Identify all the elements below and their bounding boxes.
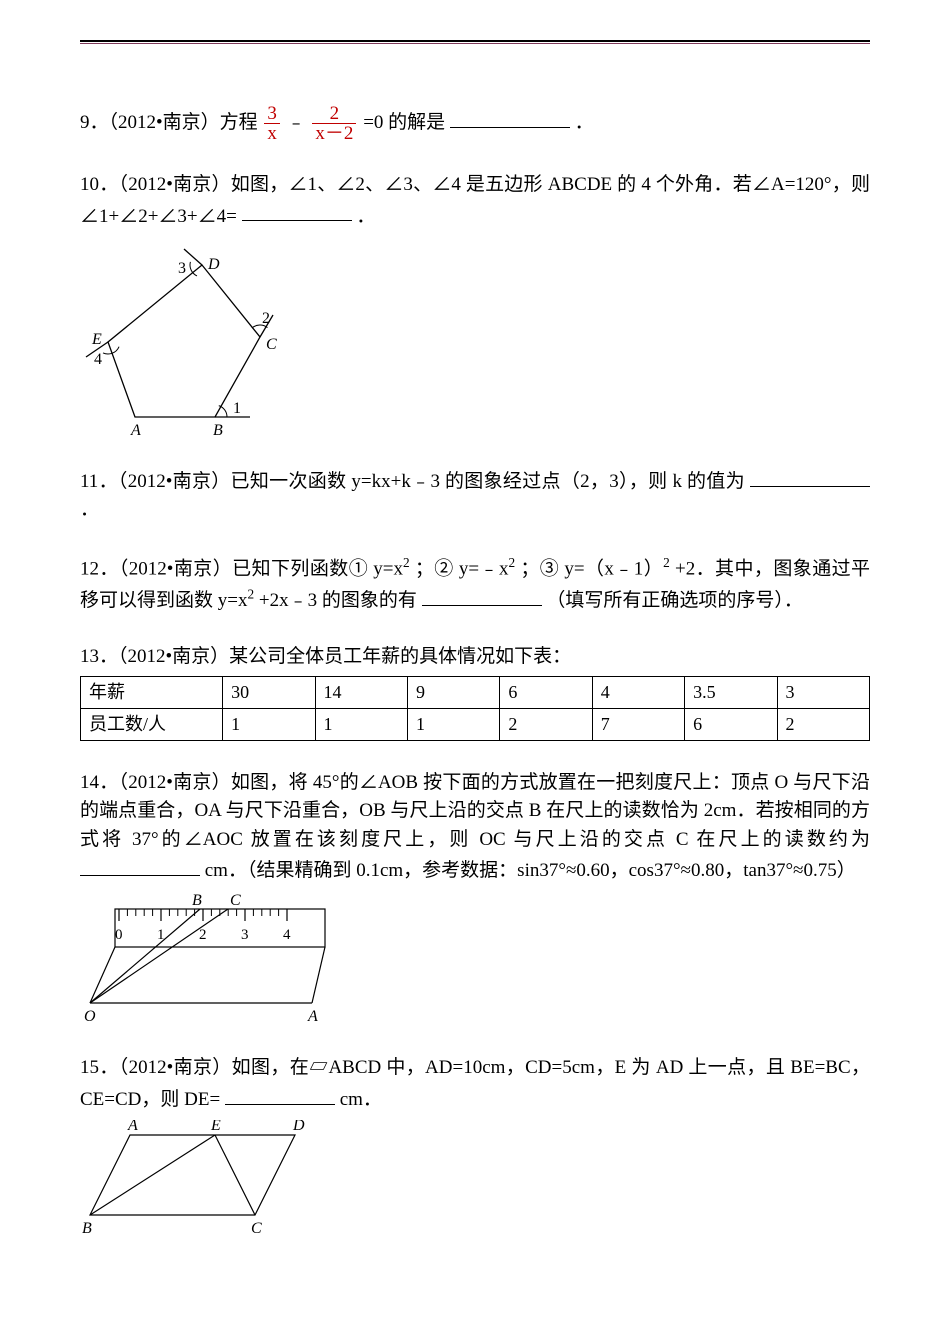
table-cell: 3 — [777, 676, 870, 708]
svg-text:D: D — [207, 256, 220, 273]
table-cell: 员工数/人 — [81, 708, 223, 740]
q12-sup2: 2 — [508, 555, 515, 570]
svg-text:E: E — [210, 1120, 221, 1134]
q15-blank — [225, 1083, 335, 1105]
q13-table: 年薪30149643.53员工数/人1112762 — [80, 676, 870, 741]
svg-text:3: 3 — [178, 260, 186, 277]
q10-text: 10．（2012•南京）如图，∠1、∠2、∠3、∠4 是五边形 ABCDE 的 … — [80, 174, 870, 226]
q12-suffix: （填写所有正确选项的序号）． — [546, 590, 803, 611]
q14-text: 14．（2012•南京）如图，将 45°的∠AOB 按下面的方式放置在一把刻度尺… — [80, 772, 870, 850]
svg-text:O: O — [84, 1008, 96, 1025]
q12-sup1: 2 — [403, 555, 410, 570]
svg-text:1: 1 — [233, 400, 241, 417]
svg-text:4: 4 — [283, 927, 291, 943]
table-cell: 1 — [315, 708, 407, 740]
svg-text:B: B — [192, 892, 202, 909]
q11-blank — [750, 465, 870, 487]
q14-figure: 01234OABC — [80, 891, 870, 1026]
q15-figure: A E D B C — [80, 1120, 870, 1240]
question-15: 15．（2012•南京）如图，在▱ABCD 中，AD=10cm，CD=5cm，E… — [80, 1054, 870, 1240]
table-cell: 1 — [223, 708, 315, 740]
table-cell: 6 — [500, 676, 592, 708]
q9-suffix: =0 的解是 — [363, 112, 445, 133]
exam-page: 9．（2012•南京）方程 3 x ﹣ 2 x－2 =0 的解是 ． 10．（2… — [0, 0, 950, 1344]
header-rule — [80, 40, 870, 44]
question-10: 10．（2012•南京）如图，∠1、∠2、∠3、∠4 是五边形 ABCDE 的 … — [80, 171, 870, 437]
svg-text:2: 2 — [262, 310, 270, 327]
svg-text:B: B — [82, 1220, 92, 1237]
table-cell: 1 — [407, 708, 499, 740]
q14-unit: cm．（结果精确到 0.1cm，参考数据：sin37°≈0.60，cos37°≈… — [205, 860, 856, 881]
svg-text:2: 2 — [199, 927, 207, 943]
q14-blank — [80, 854, 200, 876]
table-cell: 2 — [500, 708, 592, 740]
table-cell: 3.5 — [685, 676, 777, 708]
question-9: 9．（2012•南京）方程 3 x ﹣ 2 x－2 =0 的解是 ． — [80, 104, 870, 143]
svg-text:0: 0 — [115, 927, 123, 943]
q15-text: 15．（2012•南京）如图，在▱ABCD 中，AD=10cm，CD=5cm，E… — [80, 1057, 870, 1109]
q12-e: +2x﹣3 的图象的有 — [259, 590, 417, 611]
pentagon-icon: 1 2 3 4 A B C D E — [80, 237, 300, 437]
svg-text:E: E — [91, 331, 102, 348]
q10-figure: 1 2 3 4 A B C D E — [80, 237, 870, 437]
question-11: 11．（2012•南京）已知一次函数 y=kx+k﹣3 的图象经过点（2，3），… — [80, 465, 870, 525]
svg-text:C: C — [230, 892, 241, 909]
table-row: 年薪30149643.53 — [81, 676, 870, 708]
question-14: 14．（2012•南京）如图，将 45°的∠AOB 按下面的方式放置在一把刻度尺… — [80, 769, 870, 1027]
svg-text:C: C — [266, 336, 277, 353]
svg-text:A: A — [307, 1008, 318, 1025]
svg-text:C: C — [251, 1220, 262, 1237]
parallelogram-icon: A E D B C — [80, 1120, 330, 1240]
q12-blank — [422, 584, 542, 606]
table-cell: 6 — [685, 708, 777, 740]
q12-sup3: 2 — [663, 555, 670, 570]
q15-unit: cm． — [340, 1089, 382, 1110]
q9-frac1: 3 x — [264, 104, 280, 143]
q9-frac2: 2 x－2 — [312, 104, 356, 143]
table-cell: 14 — [315, 676, 407, 708]
question-13: 13．（2012•南京）某公司全体员工年薪的具体情况如下表： 年薪3014964… — [80, 643, 870, 741]
q9-frac2-num: 2 — [312, 104, 356, 124]
q9-frac1-den: x — [264, 124, 280, 143]
q12-sup4: 2 — [247, 586, 254, 601]
q13-text: 13．（2012•南京）某公司全体员工年薪的具体情况如下表： — [80, 643, 870, 672]
question-12: 12．（2012•南京）已知下列函数① y=x2 ；② y=﹣x2 ；③ y=（… — [80, 553, 870, 615]
svg-text:4: 4 — [94, 351, 102, 368]
svg-text:B: B — [213, 422, 223, 437]
table-cell: 30 — [223, 676, 315, 708]
q12-a: 12．（2012•南京）已知下列函数① y=x — [80, 558, 403, 579]
q9-blank — [450, 106, 570, 128]
q12-b: ；② y=﹣x — [415, 558, 509, 579]
table-cell: 9 — [407, 676, 499, 708]
q9-mid: ﹣ — [287, 112, 306, 133]
table-row: 员工数/人1112762 — [81, 708, 870, 740]
q9-frac1-num: 3 — [264, 104, 280, 124]
svg-text:D: D — [292, 1120, 305, 1134]
q10-period: ． — [356, 205, 375, 226]
q12-c: ；③ y=（x﹣1） — [520, 558, 663, 579]
ruler-angle-icon: 01234OABC — [80, 891, 340, 1026]
q11-text: 11．（2012•南京）已知一次函数 y=kx+k﹣3 的图象经过点（2，3），… — [80, 471, 745, 492]
table-cell: 年薪 — [81, 676, 223, 708]
table-cell: 7 — [592, 708, 684, 740]
svg-text:A: A — [127, 1120, 138, 1134]
q9-frac2-den: x－2 — [312, 124, 356, 143]
q9-prefix: 9．（2012•南京）方程 — [80, 112, 258, 133]
q11-period: ． — [80, 499, 99, 520]
table-cell: 2 — [777, 708, 870, 740]
svg-text:3: 3 — [241, 927, 249, 943]
q10-blank — [242, 200, 352, 222]
table-cell: 4 — [592, 676, 684, 708]
svg-text:A: A — [130, 422, 141, 437]
q9-period: ． — [575, 112, 594, 133]
